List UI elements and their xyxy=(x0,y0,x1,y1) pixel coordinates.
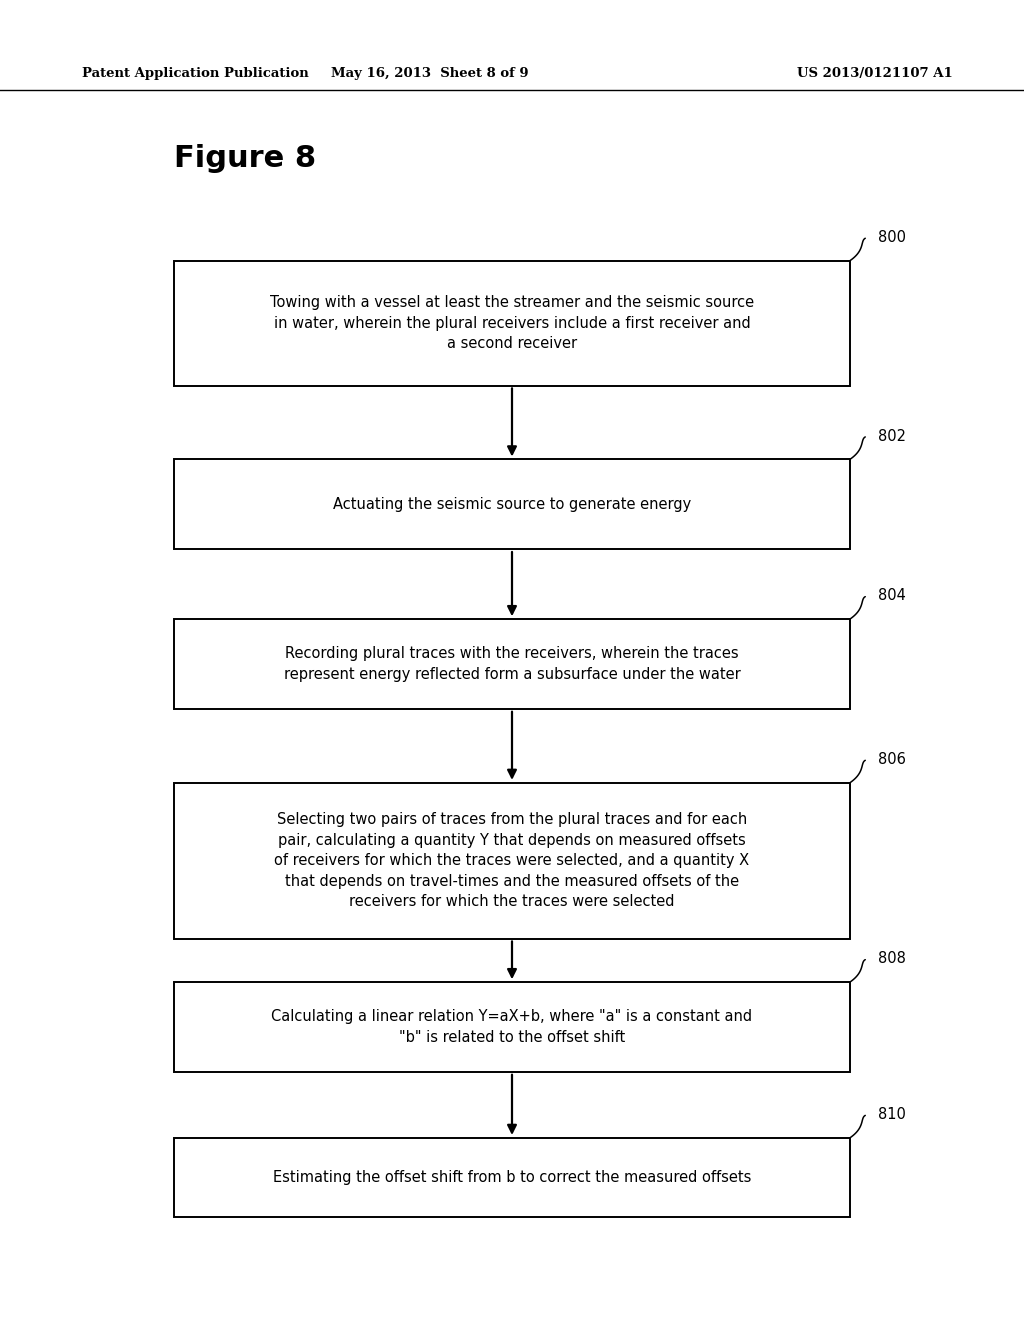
Text: Calculating a linear relation Y=aX+b, where "a" is a constant and
"b" is related: Calculating a linear relation Y=aX+b, wh… xyxy=(271,1010,753,1044)
FancyBboxPatch shape xyxy=(174,459,850,549)
Text: 808: 808 xyxy=(878,952,905,966)
Text: 800: 800 xyxy=(878,230,905,244)
Text: Patent Application Publication: Patent Application Publication xyxy=(82,67,308,81)
Text: Figure 8: Figure 8 xyxy=(174,144,316,173)
Text: 804: 804 xyxy=(878,589,905,603)
FancyBboxPatch shape xyxy=(174,982,850,1072)
Text: Actuating the seismic source to generate energy: Actuating the seismic source to generate… xyxy=(333,496,691,512)
Text: Towing with a vessel at least the streamer and the seismic source
in water, wher: Towing with a vessel at least the stream… xyxy=(270,296,754,351)
Text: May 16, 2013  Sheet 8 of 9: May 16, 2013 Sheet 8 of 9 xyxy=(332,67,528,81)
Text: US 2013/0121107 A1: US 2013/0121107 A1 xyxy=(797,67,952,81)
Text: 810: 810 xyxy=(878,1107,905,1122)
FancyBboxPatch shape xyxy=(174,1138,850,1217)
Text: Recording plural traces with the receivers, wherein the traces
represent energy : Recording plural traces with the receive… xyxy=(284,647,740,681)
Text: Selecting two pairs of traces from the plural traces and for each
pair, calculat: Selecting two pairs of traces from the p… xyxy=(274,812,750,909)
Text: 802: 802 xyxy=(878,429,905,444)
Text: 806: 806 xyxy=(878,752,905,767)
FancyBboxPatch shape xyxy=(174,261,850,385)
Text: Estimating the offset shift from b to correct the measured offsets: Estimating the offset shift from b to co… xyxy=(272,1170,752,1185)
FancyBboxPatch shape xyxy=(174,619,850,709)
FancyBboxPatch shape xyxy=(174,783,850,939)
